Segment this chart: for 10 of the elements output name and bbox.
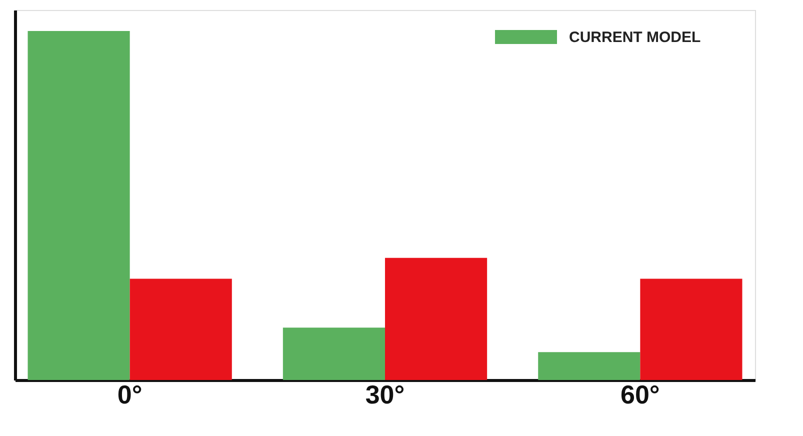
bar bbox=[538, 352, 640, 380]
x-tick-label: 60° bbox=[620, 380, 660, 410]
bar bbox=[282, 328, 385, 380]
bar bbox=[28, 30, 130, 380]
bar bbox=[130, 278, 232, 380]
x-tick-label: 30° bbox=[365, 380, 405, 410]
bar bbox=[385, 258, 488, 380]
x-tick-label: 0° bbox=[117, 380, 142, 410]
bar bbox=[640, 278, 742, 380]
legend-label: CURRENT MODEL bbox=[569, 29, 701, 46]
